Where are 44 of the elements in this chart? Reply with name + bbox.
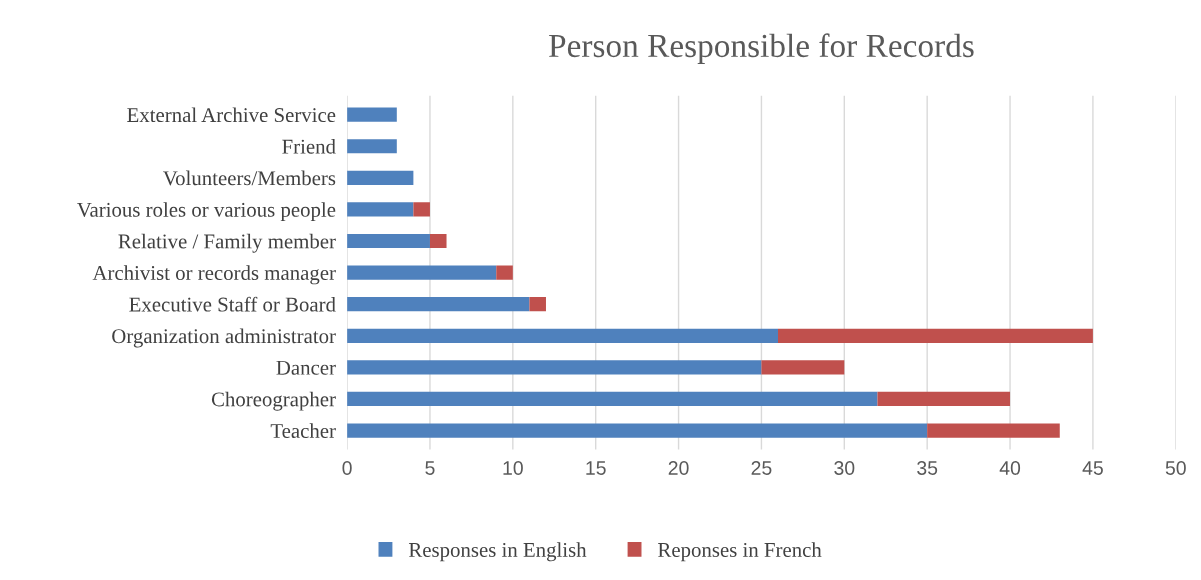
y-tick-label: Relative / Family member (118, 233, 336, 253)
y-tick-label: External Archive Service (127, 107, 336, 123)
bar (529, 297, 546, 312)
bar (877, 391, 1011, 407)
x-tick-label: 5 (425, 461, 435, 475)
x-tick-label: 30 (834, 461, 855, 475)
legend-label: Responses in English (408, 542, 587, 562)
y-tick-label: Choreographer (211, 391, 336, 411)
y-tick-label: Archivist or records manager (92, 265, 336, 285)
x-tick-label: 40 (999, 461, 1021, 475)
bar (347, 391, 878, 407)
bar (927, 423, 1060, 438)
y-tick-label: Executive Staff or Board (129, 296, 336, 312)
y-tick-label: Teacher (270, 423, 336, 438)
legend-label: Reponses in French (658, 542, 822, 562)
y-tick-label: Dancer (276, 360, 336, 375)
bar (347, 423, 928, 438)
y-tick-label: Organization administrator (112, 328, 336, 348)
bar (761, 360, 845, 375)
x-tick-label: 35 (917, 461, 938, 475)
bar (347, 107, 397, 122)
bar (347, 233, 430, 249)
bar (347, 297, 530, 312)
bar (778, 328, 1093, 343)
y-tick-label: Volunteers/Members (163, 170, 336, 186)
x-tick-label: 15 (586, 461, 606, 475)
bar (347, 170, 414, 185)
bar (413, 202, 430, 217)
y-tick-label: Friend (282, 139, 336, 154)
y-tick-label: Various roles or various people (77, 202, 336, 222)
bar (429, 233, 447, 249)
chart-title: Person Responsible for Records (548, 33, 974, 64)
bar (496, 265, 513, 280)
bar (347, 328, 779, 343)
bar (347, 265, 497, 280)
x-tick-label: 50 (1165, 461, 1186, 475)
x-tick-label: 20 (668, 461, 689, 475)
bar (347, 360, 762, 375)
x-tick-label: 25 (751, 461, 772, 475)
x-tick-label: 0 (342, 461, 352, 475)
bar (347, 139, 397, 154)
x-tick-label: 10 (503, 461, 523, 475)
bar (347, 202, 414, 217)
x-tick-label: 45 (1082, 461, 1103, 475)
